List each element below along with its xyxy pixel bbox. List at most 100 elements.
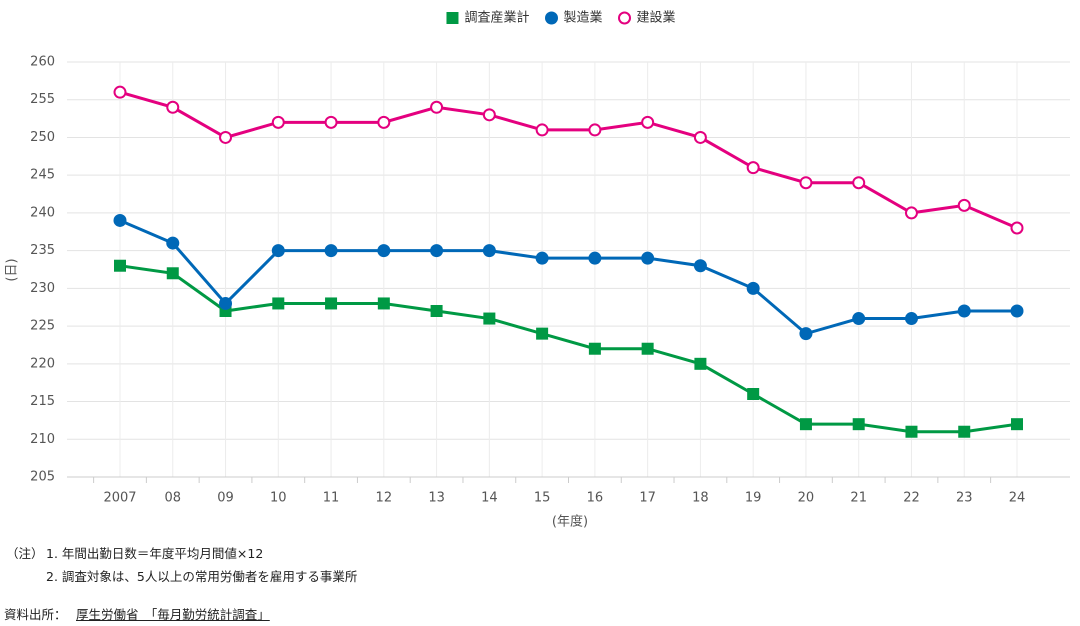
- x-tick-label: 10: [270, 491, 287, 506]
- marker: [536, 327, 549, 340]
- note: 2. 調査対象は、5人以上の常用労働者を雇用する事業所: [46, 569, 358, 584]
- marker: [957, 304, 971, 318]
- marker: [746, 281, 760, 295]
- marker: [114, 259, 126, 272]
- x-tick-label: 22: [903, 491, 920, 506]
- x-tick-label: 09: [217, 491, 234, 506]
- marker: [430, 305, 443, 317]
- y-tick-label: 250: [30, 130, 55, 145]
- y-tick-label: 225: [30, 319, 55, 334]
- y-tick-label: 210: [30, 432, 55, 447]
- marker: [271, 115, 285, 129]
- y-tick-label: 220: [30, 356, 55, 371]
- x-tick-label: 08: [164, 491, 181, 506]
- legend: 調査産業計 製造業 建設業: [446, 10, 676, 26]
- y-tick-label: 230: [30, 281, 55, 296]
- y-tick-label: 205: [30, 470, 55, 485]
- marker: [377, 244, 391, 258]
- marker: [325, 297, 338, 310]
- line: [119, 219, 1017, 336]
- marker: [588, 251, 602, 265]
- marker: [219, 130, 233, 144]
- source-link[interactable]: 厚生労働省 「毎月勤労統計調査」: [76, 607, 270, 622]
- legend-label: 調査産業計: [464, 10, 529, 26]
- marker: [904, 206, 918, 220]
- y-tick-label: 240: [30, 205, 55, 220]
- marker: [166, 100, 180, 114]
- marker: [747, 388, 760, 400]
- y-axis-label: (日): [5, 258, 20, 281]
- line: [119, 264, 1018, 434]
- marker: [641, 251, 655, 265]
- x-axis-label: (年度): [552, 514, 588, 530]
- x-tick-label: 14: [481, 491, 498, 506]
- marker: [799, 176, 813, 190]
- marker: [535, 251, 549, 265]
- x-tick-label: 15: [534, 491, 551, 506]
- marker: [693, 130, 707, 144]
- marker: [641, 115, 655, 129]
- marker: [430, 244, 444, 258]
- x-tick-label: 11: [323, 491, 340, 506]
- marker: [482, 244, 496, 258]
- marker: [272, 297, 285, 310]
- marker: [535, 123, 549, 137]
- source-label: 資料出所：: [4, 607, 67, 622]
- marker: [852, 176, 866, 190]
- x-tick-label: 16: [587, 491, 604, 506]
- marker: [588, 342, 601, 355]
- marker: [482, 108, 496, 122]
- y-tick-label: 245: [30, 168, 55, 183]
- x-tick-label: 23: [956, 491, 973, 506]
- y-tick-label: 260: [30, 55, 55, 70]
- marker: [377, 115, 391, 129]
- marker: [113, 85, 127, 99]
- marker: [957, 198, 971, 212]
- marker: [324, 115, 338, 129]
- marker: [271, 244, 285, 258]
- legend-label: 建設業: [637, 10, 676, 26]
- marker: [430, 100, 444, 114]
- legend-marker: [544, 11, 558, 25]
- note: 1. 年間出勤日数＝年度平均月間値×12: [46, 546, 264, 561]
- marker: [1010, 221, 1024, 235]
- marker: [694, 357, 707, 370]
- marker: [166, 236, 180, 250]
- y-tick-label: 255: [30, 92, 55, 107]
- marker: [1011, 418, 1023, 431]
- marker: [113, 213, 127, 227]
- note-prefix: （注）: [6, 546, 44, 561]
- legend-marker: [618, 11, 632, 25]
- marker: [324, 244, 338, 258]
- y-tick-label: 235: [30, 243, 55, 258]
- line: [119, 90, 1018, 230]
- marker: [483, 312, 496, 325]
- marker: [693, 259, 707, 273]
- x-tick-label: 17: [639, 491, 656, 506]
- x-tick-label: 2007: [103, 491, 136, 506]
- marker: [799, 327, 813, 341]
- x-tick-label: 12: [376, 491, 393, 506]
- marker: [905, 425, 918, 438]
- marker: [641, 342, 654, 355]
- x-tick-label: 13: [428, 491, 445, 506]
- marker: [852, 418, 865, 431]
- x-tick-label: 21: [850, 491, 867, 506]
- x-tick-label: 19: [745, 491, 762, 506]
- marker: [746, 161, 760, 175]
- legend-marker: [446, 12, 459, 24]
- marker: [904, 312, 918, 326]
- marker: [799, 418, 812, 431]
- marker: [377, 297, 390, 310]
- x-tick-label: 20: [798, 491, 815, 506]
- legend-label: 製造業: [563, 10, 602, 26]
- chart: (年度) (日) 205 210 215 220 225 230 235 240 245 250 2…: [5, 10, 1070, 530]
- marker: [958, 425, 971, 438]
- marker: [219, 296, 233, 310]
- marker: [166, 267, 179, 280]
- marker: [588, 123, 602, 137]
- x-tick-label: 18: [692, 491, 709, 506]
- marker: [852, 312, 866, 326]
- y-tick-label: 215: [30, 394, 55, 409]
